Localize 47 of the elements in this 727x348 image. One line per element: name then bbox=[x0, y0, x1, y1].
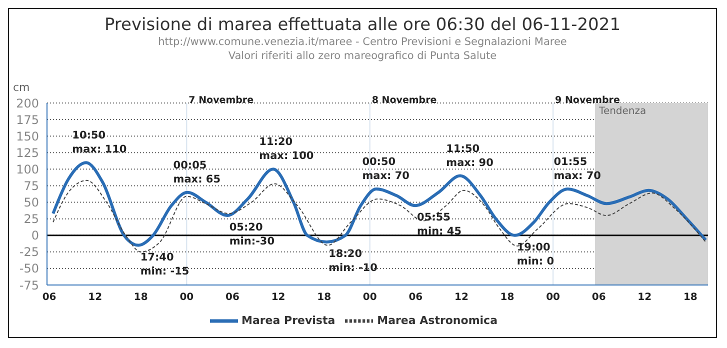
y-tick-label: 0 bbox=[31, 228, 39, 243]
x-tick-label: 06 bbox=[592, 292, 606, 304]
ref-line-label: 7 Novembre bbox=[188, 95, 254, 106]
x-tick-label: 12 bbox=[454, 292, 468, 304]
x-tick-label: 00 bbox=[362, 292, 377, 304]
x-tick-label: 18 bbox=[683, 292, 698, 304]
y-tick-label: 200 bbox=[16, 96, 39, 110]
x-tick-label: 18 bbox=[317, 292, 332, 304]
annotation: 10:50 max: 110 bbox=[72, 130, 127, 156]
chart-subtitle: http://www.comune.venezia.it/maree - Centro Previsioni e Segnalazioni Maree Valori riferiti allo zero mareografico di Punta Salute bbox=[157, 35, 568, 63]
x-tick-label: 12 bbox=[638, 292, 652, 304]
x-tick-label: 18 bbox=[500, 292, 514, 304]
x-tick-label: 18 bbox=[134, 292, 148, 304]
legend-label: Marea Prevista bbox=[242, 314, 336, 328]
annotation: 19:00 min: 0 bbox=[516, 241, 554, 268]
y-tick-label: 175 bbox=[16, 112, 39, 127]
x-tick-label: 12 bbox=[271, 292, 286, 304]
y-tick-label: -50 bbox=[19, 262, 39, 276]
annotation: 05:20 min:-30 bbox=[229, 222, 275, 248]
chart-title: Previsione di marea effettuata alle ore 06:30 del 06-11-2021 bbox=[103, 15, 622, 35]
y-tick-label: 25 bbox=[24, 212, 39, 226]
y-axis-title: cm bbox=[13, 81, 30, 94]
x-tick-label: 06 bbox=[42, 292, 56, 304]
y-tick-label: 50 bbox=[24, 196, 39, 210]
y-tick-label: 150 bbox=[16, 129, 39, 144]
y-tick-label: 75 bbox=[24, 178, 39, 193]
x-tick-label: 06 bbox=[226, 292, 240, 304]
x-tick-label: 00 bbox=[180, 292, 194, 304]
x-tick-label: 06 bbox=[408, 292, 423, 304]
x-tick-label: 00 bbox=[546, 292, 560, 304]
y-tick-label: 125 bbox=[16, 146, 39, 160]
annotation: 11:50 max: 90 bbox=[446, 142, 494, 169]
annotation: 11:20 max: 100 bbox=[259, 136, 314, 162]
ref-line-label: 8 Novembre bbox=[372, 95, 437, 106]
annotation: 05:55 min: 45 bbox=[417, 212, 462, 238]
annotation: 00:50 max: 70 bbox=[362, 156, 410, 182]
y-tick-label: 100 bbox=[16, 162, 39, 176]
annotation: 00:05 max: 65 bbox=[173, 159, 221, 186]
legend-label: Marea Astronomica bbox=[377, 314, 498, 328]
y-tick-label: -25 bbox=[19, 245, 39, 260]
annotation: 18:20 min: -10 bbox=[328, 248, 378, 274]
ref-line-label: 9 Novembre bbox=[555, 95, 620, 106]
x-tick-label: 12 bbox=[88, 292, 102, 304]
annotation: 17:40 min: -15 bbox=[140, 251, 190, 278]
annotation: 01:55 max: 70 bbox=[554, 156, 601, 182]
y-tick-label: -75 bbox=[19, 278, 39, 292]
band-label: Tendenza bbox=[598, 106, 646, 118]
